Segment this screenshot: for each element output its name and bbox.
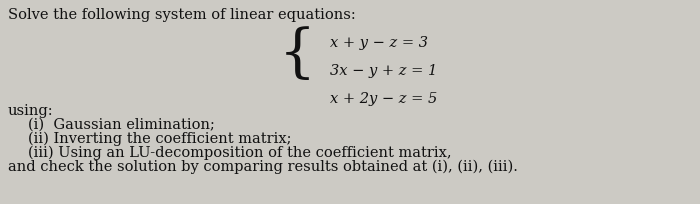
Text: using:: using: [8,104,54,118]
Text: (i)  Gaussian elimination;: (i) Gaussian elimination; [28,118,215,132]
Text: x + 2y − z = 5: x + 2y − z = 5 [330,92,438,106]
Text: {: { [279,27,316,83]
Text: and check the solution by comparing results obtained at (i), (ii), (iii).: and check the solution by comparing resu… [8,160,518,174]
Text: (iii) Using an LU-decomposition of the coefficient matrix,: (iii) Using an LU-decomposition of the c… [28,146,452,160]
Text: Solve the following system of linear equations:: Solve the following system of linear equ… [8,8,356,22]
Text: (ii) Inverting the coefficient matrix;: (ii) Inverting the coefficient matrix; [28,132,291,146]
Text: x + y − z = 3: x + y − z = 3 [330,36,428,50]
Text: 3x − y + z = 1: 3x − y + z = 1 [330,64,438,78]
